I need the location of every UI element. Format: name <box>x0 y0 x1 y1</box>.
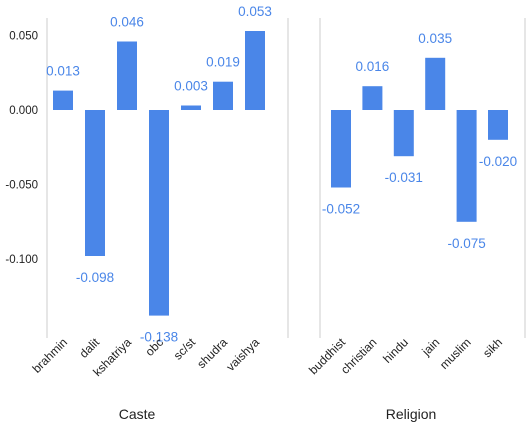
religion-value-label: -0.075 <box>447 236 485 251</box>
caste-value-label: 0.053 <box>238 4 272 19</box>
caste-value-label: 0.003 <box>174 79 208 94</box>
caste-value-label: 0.013 <box>46 64 80 79</box>
religion-value-label: -0.052 <box>322 202 360 217</box>
caste-panel: 0.050 0.000 -0.050 -0.100 0.013 -0.098 0.046 -… <box>5 4 289 422</box>
religion-value-label: -0.020 <box>479 154 517 169</box>
caste-bar-kshatriya <box>117 41 137 110</box>
caste-value-labels: 0.013 -0.098 0.046 -0.138 0.003 0.019 0.053 <box>46 4 272 345</box>
caste-value-label: -0.098 <box>76 270 114 285</box>
caste-bar-shudra <box>213 81 233 110</box>
caste-bars <box>53 31 265 316</box>
religion-bar-hindu <box>393 110 414 157</box>
caste-category-label: vaishya <box>223 335 262 374</box>
caste-y-axis-ticks: 0.050 0.000 -0.050 -0.100 <box>5 31 38 267</box>
caste-bar-sc-st <box>181 105 201 110</box>
religion-bar-buddhist <box>331 110 351 188</box>
caste-bar-dalit <box>85 110 105 256</box>
y-tick-label: -0.100 <box>5 254 38 266</box>
religion-value-label: -0.031 <box>385 170 423 185</box>
y-tick-label: 0.050 <box>9 31 38 43</box>
religion-category-label: hindu <box>380 335 411 366</box>
religion-category-label: muslim <box>437 335 474 372</box>
caste-value-label: 0.046 <box>110 15 144 30</box>
religion-bars <box>331 57 508 222</box>
caste-x-axis-label: Caste <box>119 406 156 422</box>
religion-category-label: sikh <box>480 335 505 360</box>
caste-category-label: dalit <box>77 335 103 361</box>
religion-value-label: 0.016 <box>356 59 390 74</box>
religion-value-labels: -0.052 0.016 -0.031 0.035 -0.075 -0.020 <box>322 31 517 251</box>
y-tick-label: 0.000 <box>9 105 38 117</box>
y-tick-label: -0.050 <box>5 180 38 192</box>
caste-bar-vaishya <box>245 31 265 110</box>
caste-bar-brahmin <box>53 90 73 110</box>
religion-bar-muslim <box>456 110 477 222</box>
caste-value-label: -0.138 <box>140 330 178 345</box>
religion-value-label: 0.035 <box>418 31 452 46</box>
caste-category-label: brahmin <box>30 335 71 376</box>
religion-bar-sikh <box>488 110 508 140</box>
religion-x-axis-label: Religion <box>386 406 437 422</box>
caste-value-label: 0.019 <box>206 55 240 70</box>
caste-bar-obc <box>149 110 169 316</box>
religion-category-label: jain <box>419 335 443 359</box>
religion-bar-christian <box>362 86 383 110</box>
religion-bar-jain <box>425 57 446 110</box>
